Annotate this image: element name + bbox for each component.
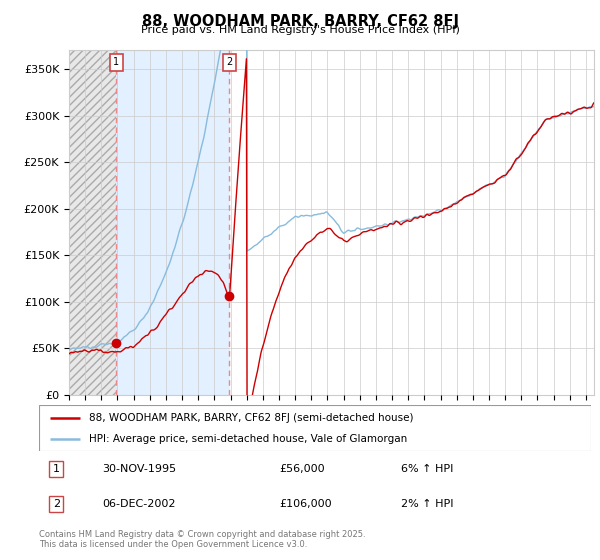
Bar [69, 50, 116, 395]
Text: 2% ↑ HPI: 2% ↑ HPI [401, 499, 453, 509]
Text: Contains HM Land Registry data © Crown copyright and database right 2025.: Contains HM Land Registry data © Crown c… [39, 530, 365, 539]
Text: 2: 2 [53, 499, 60, 509]
Text: £106,000: £106,000 [279, 499, 332, 509]
Text: 6% ↑ HPI: 6% ↑ HPI [401, 464, 453, 474]
Text: 2: 2 [226, 57, 233, 67]
Text: This data is licensed under the Open Government Licence v3.0.: This data is licensed under the Open Gov… [39, 540, 307, 549]
Text: 88, WOODHAM PARK, BARRY, CF62 8FJ (semi-detached house): 88, WOODHAM PARK, BARRY, CF62 8FJ (semi-… [89, 413, 413, 423]
Text: 88, WOODHAM PARK, BARRY, CF62 8FJ: 88, WOODHAM PARK, BARRY, CF62 8FJ [142, 14, 458, 29]
Text: 06-DEC-2002: 06-DEC-2002 [103, 499, 176, 509]
Text: £56,000: £56,000 [279, 464, 325, 474]
Bar [116, 50, 229, 395]
Text: 30-NOV-1995: 30-NOV-1995 [103, 464, 176, 474]
Text: 1: 1 [53, 464, 60, 474]
Text: HPI: Average price, semi-detached house, Vale of Glamorgan: HPI: Average price, semi-detached house,… [89, 434, 407, 444]
Text: Price paid vs. HM Land Registry's House Price Index (HPI): Price paid vs. HM Land Registry's House … [140, 25, 460, 35]
Text: 1: 1 [113, 57, 119, 67]
Bar [69, 50, 116, 395]
